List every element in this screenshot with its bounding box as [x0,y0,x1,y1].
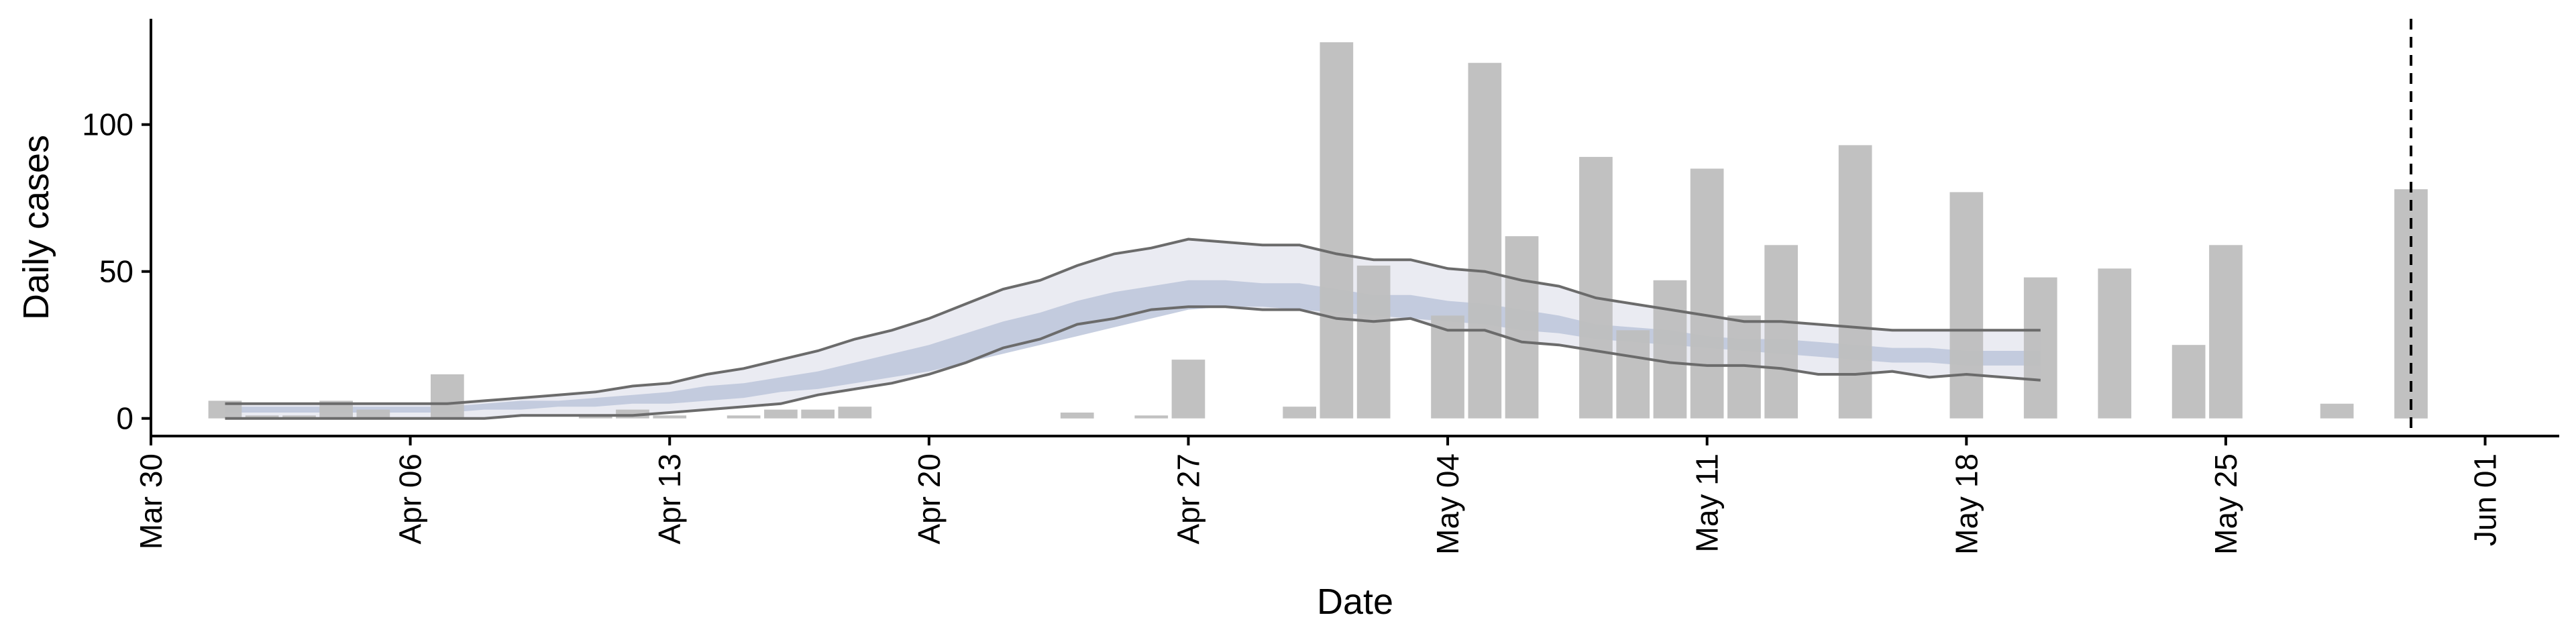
case-bar [1171,360,1205,419]
upper-bound-line [225,237,2041,405]
x-tick-label: Mar 30 [133,453,168,549]
case-bar [356,409,390,419]
inner-interval-band [225,280,2041,413]
case-bar [1060,413,1094,419]
case-bars [208,42,2428,419]
case-bar [838,407,872,419]
case-bar [1616,330,1650,419]
case-bar [1949,192,1984,419]
x-tick-label: Apr 20 [912,453,947,545]
y-tick-label: 0 [116,401,133,436]
case-bar [1356,265,1391,419]
x-tick-label: Apr 06 [393,453,428,545]
case-bar [431,374,464,419]
case-bar [578,415,612,419]
axis-ticks: Mar 30 Apr 06 Apr 13 Apr 20 Apr 27 May 04 May … [82,107,2502,555]
x-axis-title: Date [1317,582,1393,622]
case-bar [1134,415,1169,419]
case-bar [2171,345,2206,419]
case-bar [653,415,687,419]
x-tick-label: May 25 [2208,453,2243,555]
x-tick-label: May 11 [1690,453,1725,552]
axes [150,19,2559,437]
case-bar [2098,268,2132,419]
case-bar [2209,245,2243,419]
case-bar [1653,280,1687,419]
case-bar [245,415,279,419]
case-bar [282,415,316,419]
case-bar [1320,42,1354,419]
x-tick-label: Apr 13 [652,453,687,545]
y-tick-label: 100 [82,107,133,142]
case-bar [1838,145,1872,419]
case-bar [1690,168,1724,419]
case-bar [1468,62,1502,419]
lower-bound-line [225,305,2041,420]
case-bar [1431,315,1464,419]
case-bar [727,415,761,419]
estimate-bound-lines [225,19,2413,436]
case-bar [2023,277,2057,419]
x-tick-label: Jun 01 [2468,453,2503,546]
x-tick-label: Apr 27 [1171,453,1206,545]
x-tick-label: May 18 [1949,453,1984,555]
case-bar [1764,245,1798,419]
y-axis-title: Daily cases [16,135,56,320]
case-bar [1283,407,1316,419]
case-bar [801,409,835,419]
x-tick-label: May 04 [1430,453,1465,555]
y-tick-label: 50 [99,254,133,289]
case-bar [764,409,798,419]
case-bar [1505,236,1539,419]
case-bar [1579,156,1613,419]
case-bar [2320,403,2354,419]
